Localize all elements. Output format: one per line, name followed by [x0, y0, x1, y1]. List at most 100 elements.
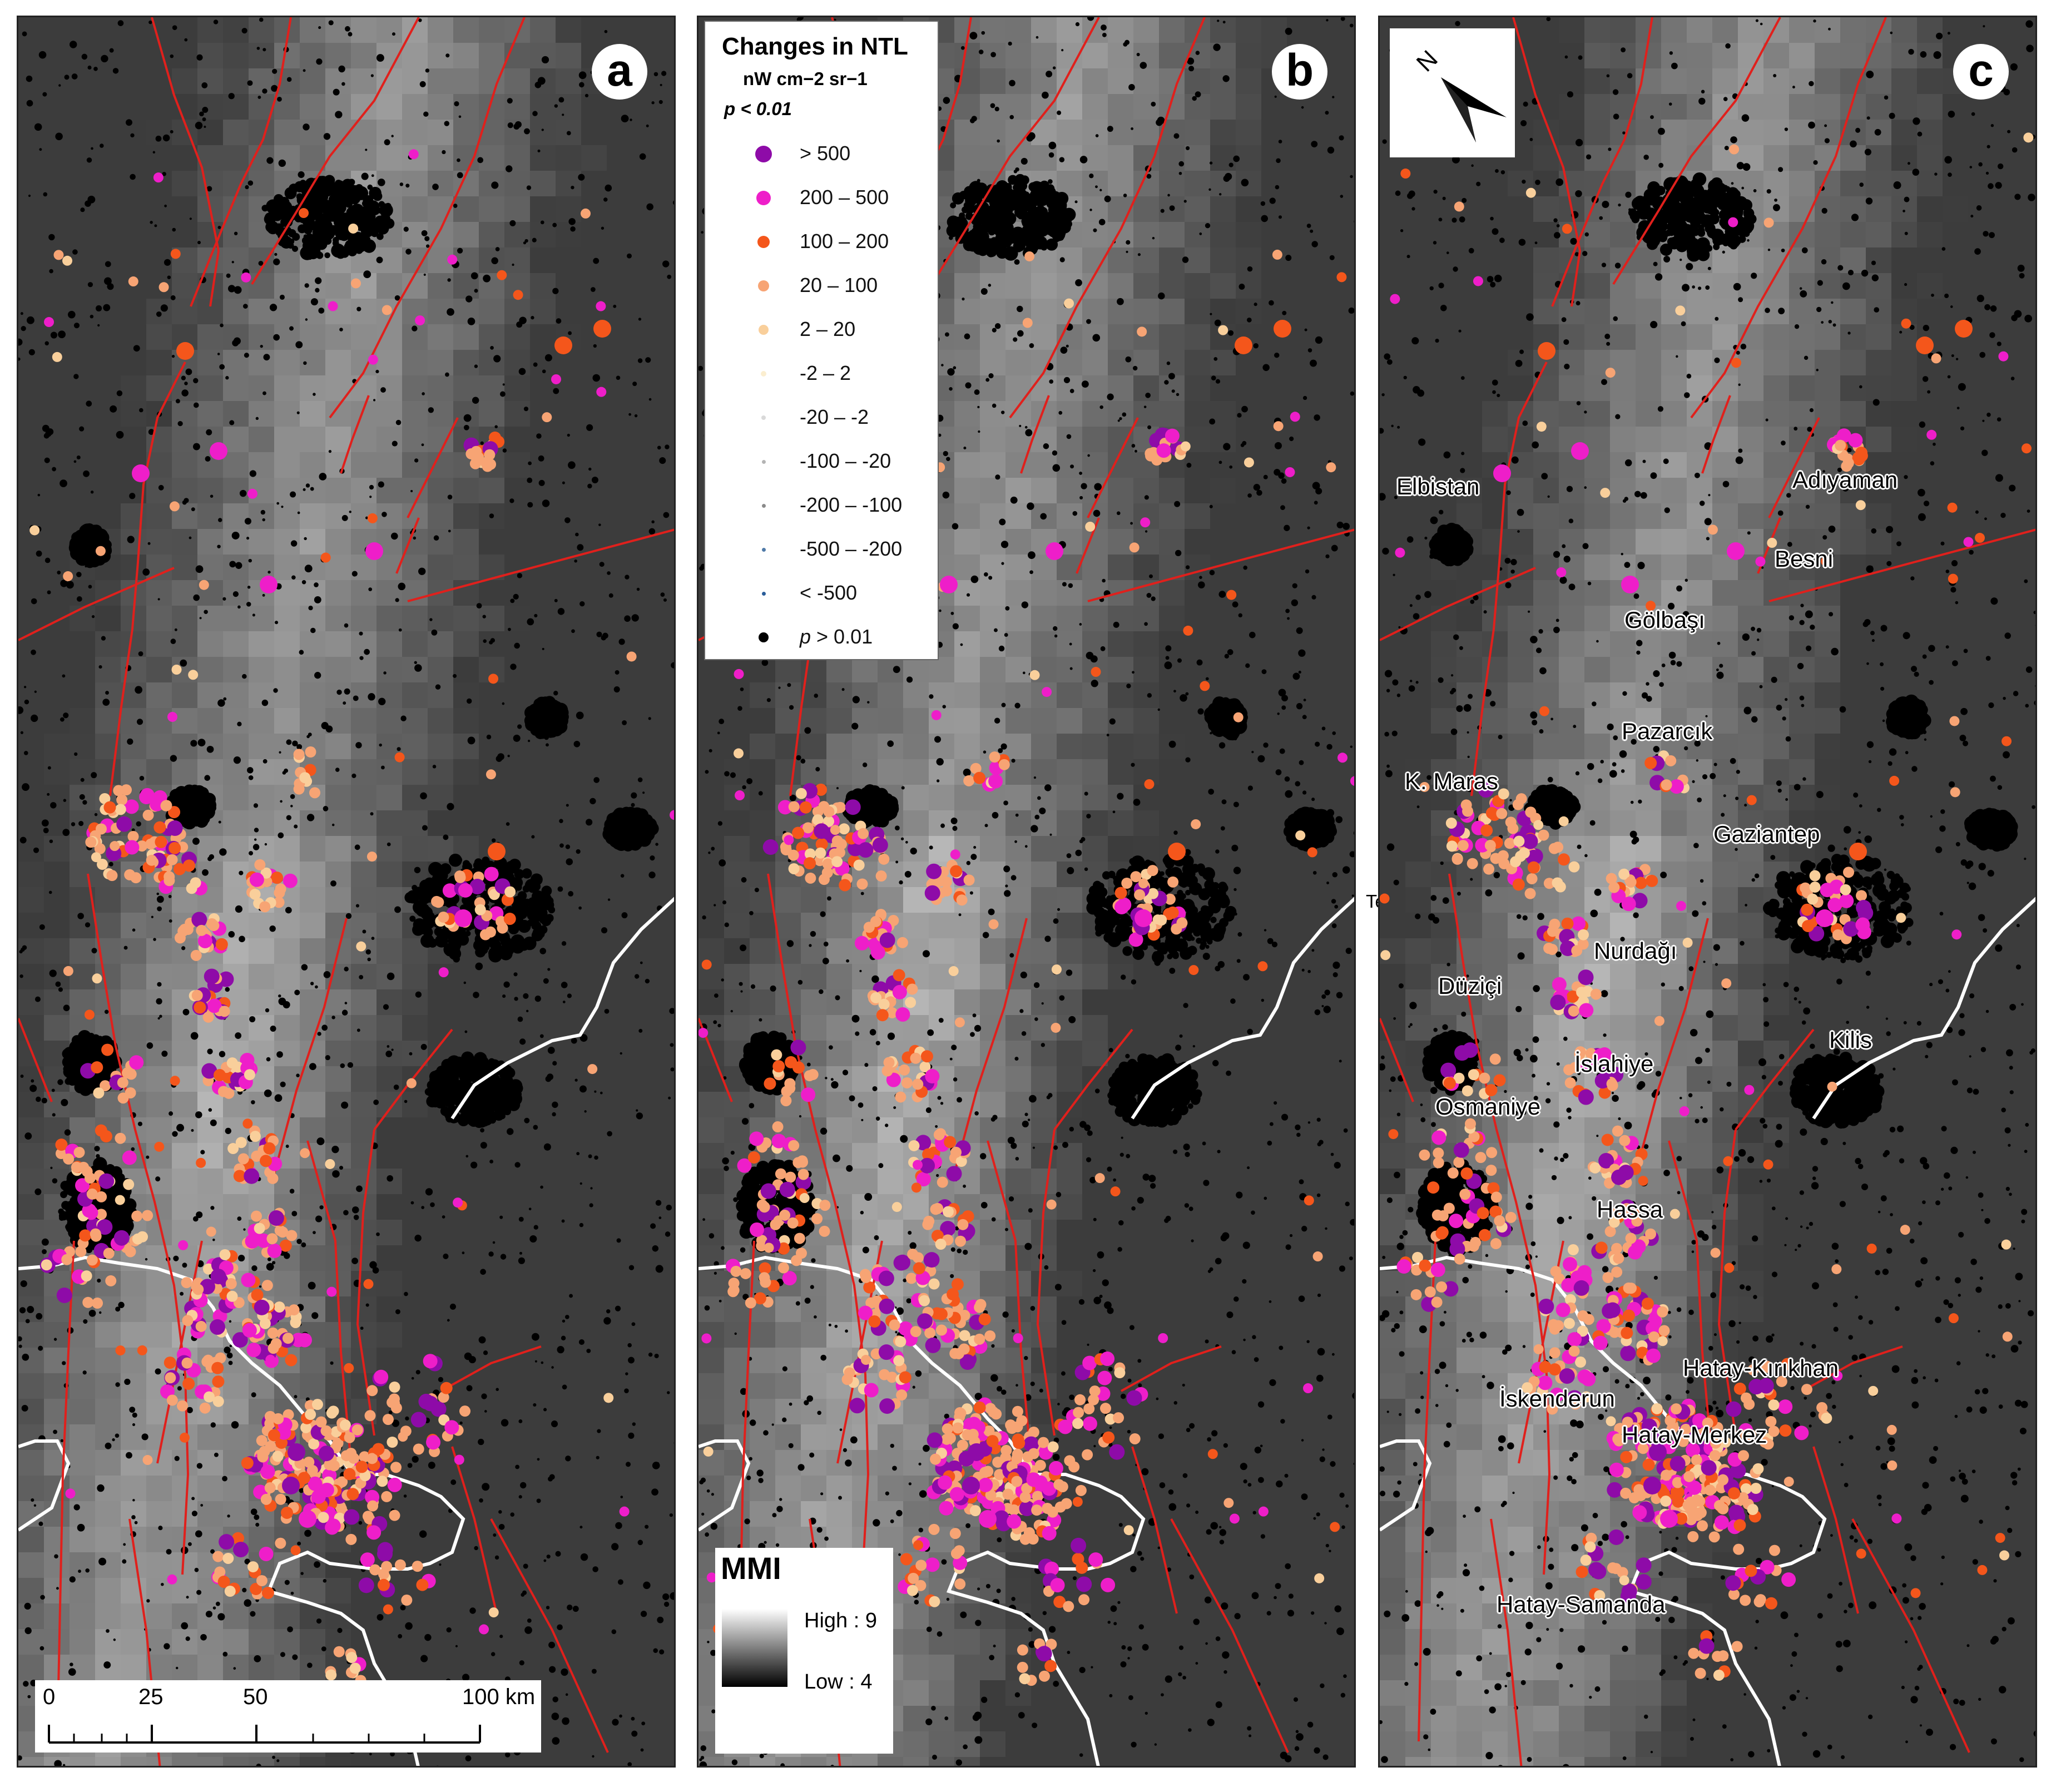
ntl-point: [225, 1278, 237, 1289]
ntl-point: [1102, 1431, 1115, 1444]
ntl-hotspot: [1849, 843, 1867, 860]
ntl-point: [504, 886, 516, 898]
ntl-point: [438, 912, 449, 923]
ntl-point: [1490, 853, 1502, 864]
ntl-point: [182, 1315, 194, 1326]
ntl-hotspot: [1168, 843, 1186, 860]
fault-line: [1851, 1518, 1970, 1753]
ntl-point: [1021, 1483, 1033, 1494]
place-merkez: Hatay-Merkez: [1622, 1422, 1767, 1448]
ntl-point: [1285, 467, 1295, 477]
ntl-point: [899, 1371, 911, 1384]
ntl-point: [95, 1124, 107, 1137]
place-iskenderun: İskenderun: [1499, 1385, 1615, 1412]
ntl-point: [1036, 1646, 1052, 1662]
ntl-point: [206, 918, 217, 930]
ntl-point: [53, 250, 64, 260]
border-line: [1131, 897, 1354, 1120]
ntl-point: [92, 973, 102, 984]
ntl-point: [273, 897, 285, 908]
ntl-point: [158, 282, 169, 293]
ntl-hotspot: [1538, 342, 1555, 360]
ntl-point: [881, 1065, 893, 1077]
ntl-point: [320, 552, 331, 563]
ntl-point: [905, 1273, 917, 1284]
ntl-point: [747, 1151, 760, 1164]
ntl-point: [883, 1057, 895, 1068]
ntl-point: [821, 867, 833, 879]
place-kilis: Kilis: [1829, 1027, 1872, 1053]
ntl-point: [1574, 1048, 1586, 1060]
ntl-point: [63, 571, 73, 582]
ntl-point: [1223, 1498, 1234, 1508]
ntl-point: [105, 1275, 117, 1286]
ntl-point: [202, 1263, 214, 1275]
ntl-point: [1078, 1594, 1090, 1606]
ntl-point: [201, 1063, 217, 1079]
ntl-point: [1011, 1476, 1023, 1487]
fault-line: [1768, 528, 2035, 602]
ntl-point: [944, 1136, 957, 1149]
ntl-point: [1707, 524, 1718, 535]
ntl-point: [1563, 1257, 1578, 1272]
ntl-point: [469, 879, 485, 895]
ntl-point: [1082, 1416, 1097, 1431]
ntl-point: [706, 1572, 717, 1583]
ntl-point: [169, 841, 181, 854]
ntl-point: [1140, 517, 1151, 528]
legend-swatch: [761, 503, 766, 508]
ntl-point: [360, 1552, 375, 1567]
mmi-title: MMI: [721, 1551, 781, 1586]
ntl-point: [1451, 853, 1463, 865]
ntl-point: [241, 272, 251, 283]
ntl-hotspot: [979, 1510, 997, 1528]
ntl-point: [202, 1011, 214, 1023]
ntl-point: [1729, 144, 1740, 155]
ntl-point: [247, 488, 257, 499]
ntl-point: [788, 1140, 800, 1151]
ntl-point: [1714, 1515, 1729, 1530]
ntl-point: [389, 1509, 400, 1521]
ntl-point: [1165, 428, 1180, 443]
ntl-point: [734, 748, 744, 759]
ntl-point: [895, 1007, 910, 1022]
ntl-point: [1626, 1283, 1637, 1294]
ntl-point: [954, 1017, 965, 1028]
ntl-point: [831, 835, 843, 847]
ntl-point: [1648, 1331, 1660, 1343]
ntl-point: [1634, 877, 1647, 889]
ntl-point: [1467, 858, 1478, 869]
ntl-point: [1166, 906, 1179, 919]
ntl-point: [1717, 1503, 1729, 1514]
place-gaziantep: Gaziantep: [1713, 821, 1820, 847]
ntl-point: [779, 1181, 795, 1197]
map-canvas-a: [18, 17, 674, 1766]
ntl-point: [942, 1423, 953, 1435]
ntl-point: [1563, 1318, 1575, 1329]
ntl-point: [1657, 1336, 1668, 1347]
ntl-point: [1713, 1669, 1725, 1681]
ntl-point: [779, 1209, 791, 1221]
ntl-point: [1075, 1484, 1087, 1496]
ntl-point: [1809, 882, 1821, 893]
ntl-point: [318, 1512, 329, 1523]
ntl-point: [788, 801, 800, 813]
ntl-point: [775, 1168, 786, 1180]
ntl-point: [275, 1493, 286, 1505]
ntl-point: [792, 826, 805, 839]
ntl-point: [190, 949, 202, 961]
ntl-point: [299, 772, 311, 784]
ntl-point: [861, 1355, 871, 1365]
ntl-point: [394, 752, 405, 763]
ntl-point: [191, 989, 203, 1001]
ntl-point: [1012, 1448, 1023, 1460]
ntl-point: [358, 1577, 374, 1593]
ntl-point: [1679, 1106, 1690, 1116]
ntl-point: [125, 840, 140, 855]
place-kmaras: K. Maras: [1405, 768, 1499, 794]
ntl-point: [1559, 1368, 1575, 1384]
ntl-point: [916, 1172, 931, 1187]
ntl-point: [256, 1575, 267, 1586]
ntl-point: [734, 669, 744, 679]
ntl-hotspot: [176, 342, 194, 360]
